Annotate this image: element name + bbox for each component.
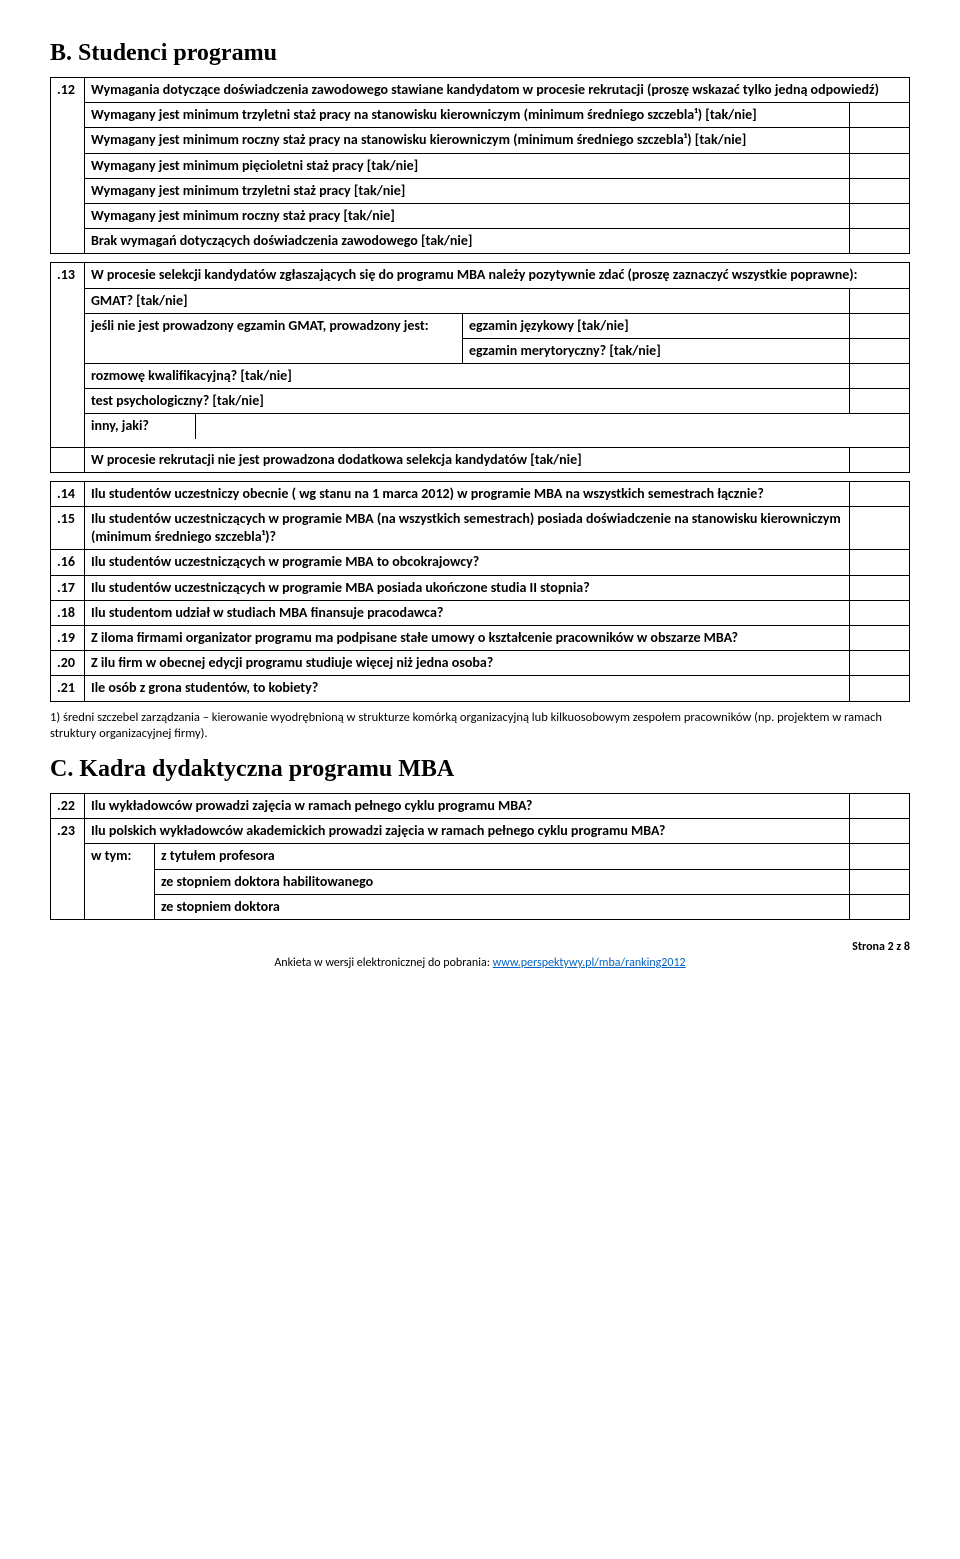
answer-cell[interactable]	[850, 203, 910, 228]
q-num: .14	[51, 481, 85, 506]
q12-prompt: Wymagania dotyczące doświadczenia zawodo…	[85, 78, 910, 103]
answer-cell[interactable]	[850, 894, 910, 919]
section-c-title: C. Kadra dydaktyczna programu MBA	[50, 756, 910, 783]
q13-gmat-alt-1: egzamin językowy [tak/nie]	[462, 313, 849, 338]
answer-cell[interactable]	[850, 447, 910, 472]
q-num: .20	[51, 651, 85, 676]
q23-text: Ilu polskich wykładowców akademickich pr…	[85, 819, 850, 844]
q-num: .19	[51, 625, 85, 650]
answer-cell[interactable]	[850, 364, 910, 389]
q13-noextra: W procesie rekrutacji nie jest prowadzon…	[85, 447, 850, 472]
q12-row: Wymagany jest minimum pięcioletni staż p…	[85, 153, 850, 178]
q-text: Ilu studentów uczestniczy obecnie ( wg s…	[85, 481, 850, 506]
q13-gmat: GMAT? [tak/nie]	[85, 288, 850, 313]
q13-test: test psychologiczny? [tak/nie]	[85, 389, 850, 414]
answer-cell[interactable]	[850, 600, 910, 625]
q-num: .15	[51, 507, 85, 550]
q13-inny-label: inny, jaki?	[85, 414, 195, 438]
answer-cell[interactable]	[850, 651, 910, 676]
q-num: .17	[51, 575, 85, 600]
q23-row: ze stopniem doktora habilitowanego	[155, 869, 850, 894]
q-num: .16	[51, 550, 85, 575]
answer-cell[interactable]	[850, 676, 910, 701]
answer-cell[interactable]	[850, 507, 910, 550]
footer-download-line: Ankieta w wersji elektronicznej do pobra…	[50, 956, 910, 970]
q23-row: ze stopniem doktora	[155, 894, 850, 919]
q13-prompt: W procesie selekcji kandydatów zgłaszają…	[85, 263, 910, 288]
q23-row: z tytułem profesora	[155, 844, 850, 869]
q23-wtym: w tym:	[85, 844, 155, 920]
answer-cell[interactable]	[850, 550, 910, 575]
answer-cell[interactable]	[850, 575, 910, 600]
footnote-b: 1) średni szczebel zarządzania – kierowa…	[50, 710, 910, 743]
q-text: Z iloma firmami organizator programu ma …	[85, 625, 850, 650]
q13-inny-input[interactable]	[195, 414, 909, 438]
q12-table: .12 Wymagania dotyczące doświadczenia za…	[50, 77, 910, 254]
answer-cell[interactable]	[850, 313, 910, 338]
q12-num: .12	[51, 78, 85, 254]
answer-cell[interactable]	[850, 794, 910, 819]
answer-cell[interactable]	[850, 389, 910, 414]
answer-cell[interactable]	[850, 819, 910, 844]
q13-gmat-alt-label: jeśli nie jest prowadzony egzamin GMAT, …	[85, 313, 463, 363]
q-text: Ile osób z grona studentów, to kobiety?	[85, 676, 850, 701]
answer-cell[interactable]	[850, 103, 910, 128]
answer-cell[interactable]	[850, 128, 910, 153]
q12-row: Wymagany jest minimum roczny staż pracy …	[85, 128, 850, 153]
q23-num: .23	[51, 819, 85, 920]
answer-cell[interactable]	[850, 229, 910, 254]
q14-21-table: .14Ilu studentów uczestniczy obecnie ( w…	[50, 481, 910, 702]
page-number: Strona 2 z 8	[852, 940, 910, 954]
q-text: Ilu studentów uczestniczących w programi…	[85, 575, 850, 600]
q22-text: Ilu wykładowców prowadzi zajęcia w ramac…	[85, 794, 850, 819]
q12-row: Wymagany jest minimum trzyletni staż pra…	[85, 178, 850, 203]
section-c-table: .22 Ilu wykładowców prowadzi zajęcia w r…	[50, 793, 910, 920]
section-b-title: B. Studenci programu	[50, 40, 910, 67]
q12-row: Wymagany jest minimum trzyletni staż pra…	[85, 103, 850, 128]
q22-num: .22	[51, 794, 85, 819]
q-num: .21	[51, 676, 85, 701]
answer-cell[interactable]	[850, 844, 910, 869]
q-text: Ilu studentów uczestniczących w programi…	[85, 550, 850, 575]
answer-cell[interactable]	[850, 178, 910, 203]
q13-gmat-alt-2: egzamin merytoryczny? [tak/nie]	[462, 338, 849, 363]
answer-cell[interactable]	[850, 625, 910, 650]
answer-cell[interactable]	[850, 869, 910, 894]
q13-num: .13	[51, 263, 85, 447]
q13-rozmowa: rozmowę kwalifikacyjną? [tak/nie]	[85, 364, 850, 389]
q-text: Ilu studentów uczestniczących w programi…	[85, 507, 850, 550]
q13-table: .13 W procesie selekcji kandydatów zgłas…	[50, 262, 910, 473]
answer-cell[interactable]	[850, 338, 910, 363]
q12-row: Brak wymagań dotyczących doświadczenia z…	[85, 229, 850, 254]
q12-row: Wymagany jest minimum roczny staż pracy …	[85, 203, 850, 228]
answer-cell[interactable]	[850, 288, 910, 313]
answer-cell[interactable]	[850, 481, 910, 506]
answer-cell[interactable]	[850, 153, 910, 178]
q-num: .18	[51, 600, 85, 625]
footer-link[interactable]: www.perspektywy.pl/mba/ranking2012	[493, 956, 686, 970]
q-text: Ilu studentom udział w studiach MBA fina…	[85, 600, 850, 625]
q-text: Z ilu firm w obecnej edycji programu stu…	[85, 651, 850, 676]
